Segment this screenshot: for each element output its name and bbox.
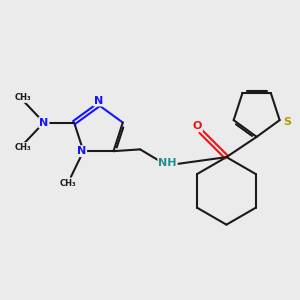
Text: CH₃: CH₃	[14, 93, 31, 102]
Text: N: N	[94, 96, 103, 106]
Text: NH: NH	[158, 158, 177, 167]
Text: S: S	[284, 117, 292, 127]
Text: CH₃: CH₃	[14, 143, 31, 152]
Text: N: N	[39, 118, 49, 128]
Text: N: N	[77, 146, 86, 156]
Text: O: O	[193, 121, 202, 131]
Text: CH₃: CH₃	[60, 178, 76, 188]
